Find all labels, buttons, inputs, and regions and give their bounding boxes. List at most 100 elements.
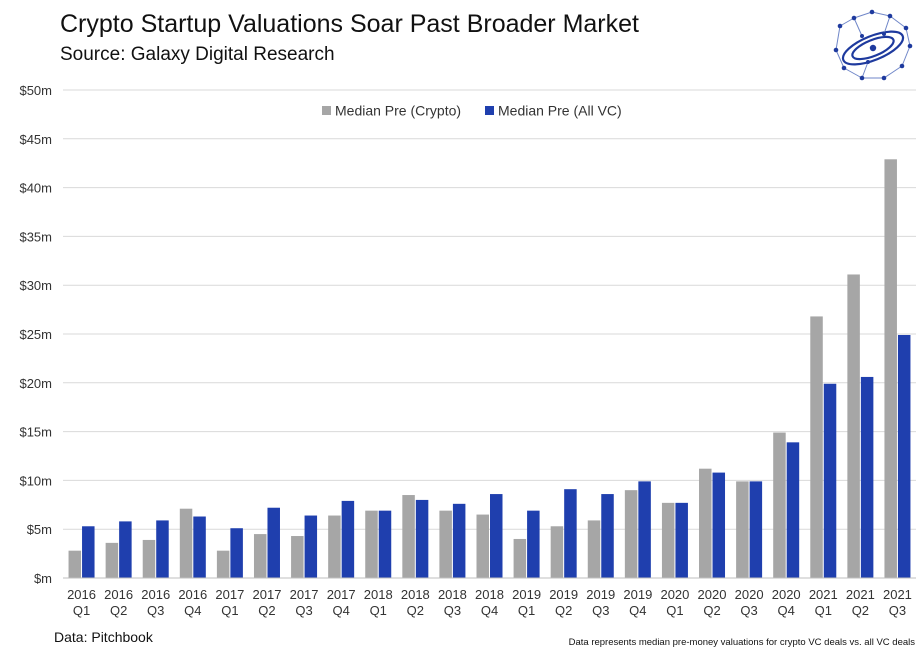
x-tick-label-quarter: Q4 bbox=[629, 603, 646, 618]
y-tick-label: $5m bbox=[27, 522, 52, 537]
y-tick-label: $40m bbox=[19, 181, 52, 196]
x-tick-label-quarter: Q4 bbox=[778, 603, 795, 618]
x-tick-label-year: 2020 bbox=[772, 587, 801, 602]
bar-crypto bbox=[847, 274, 860, 578]
x-tick-label-quarter: Q3 bbox=[740, 603, 757, 618]
y-tick-label: $20m bbox=[19, 376, 52, 391]
bar-crypto bbox=[810, 316, 823, 578]
bar-all-vc bbox=[341, 500, 355, 578]
x-tick-label-year: 2017 bbox=[215, 587, 244, 602]
x-tick-label-quarter: Q3 bbox=[295, 603, 312, 618]
bar-crypto bbox=[773, 432, 786, 578]
bar-all-vc bbox=[378, 510, 392, 578]
x-tick-label-year: 2016 bbox=[67, 587, 96, 602]
bar-all-vc bbox=[675, 502, 688, 578]
legend: Median Pre (Crypto) Median Pre (All VC) bbox=[322, 103, 622, 119]
x-tick-label-year: 2018 bbox=[364, 587, 393, 602]
y-tick-label: $15m bbox=[19, 425, 52, 440]
bar-crypto bbox=[736, 481, 749, 578]
bar-all-vc bbox=[527, 510, 540, 578]
y-tick-label: $25m bbox=[19, 327, 52, 342]
x-tick-label-quarter: Q1 bbox=[73, 603, 90, 618]
bar-all-vc bbox=[564, 489, 577, 578]
x-tick-label-year: 2020 bbox=[735, 587, 764, 602]
y-tick-label: $35m bbox=[19, 229, 52, 244]
bar-crypto bbox=[216, 550, 230, 578]
x-tick-label-year: 2018 bbox=[438, 587, 467, 602]
legend-swatch-all-vc bbox=[485, 106, 494, 115]
bar-crypto bbox=[179, 508, 193, 578]
x-tick-label-quarter: Q4 bbox=[332, 603, 349, 618]
bar-crypto bbox=[402, 495, 415, 578]
bar-all-vc bbox=[823, 383, 837, 578]
bar-crypto bbox=[291, 536, 304, 578]
chart-title: Crypto Startup Valuations Soar Past Broa… bbox=[60, 10, 639, 38]
x-tick-label-quarter: Q3 bbox=[592, 603, 609, 618]
bar-all-vc bbox=[304, 515, 318, 578]
x-tick-label-quarter: Q3 bbox=[889, 603, 906, 618]
y-axis-tick-labels: $m $5m $10m $15m $20m $25m $30m $35m $40m $45m $50… bbox=[19, 83, 52, 586]
bar-all-vc bbox=[230, 528, 243, 578]
x-tick-label-year: 2017 bbox=[253, 587, 282, 602]
bar-crypto bbox=[587, 520, 601, 578]
bar-all-vc bbox=[82, 526, 95, 578]
bar-all-vc bbox=[712, 472, 726, 578]
x-tick-label-year: 2019 bbox=[549, 587, 578, 602]
x-tick-label-quarter: Q1 bbox=[221, 603, 238, 618]
bar-all-vc bbox=[749, 481, 763, 578]
bar-crypto bbox=[105, 542, 119, 578]
bar-all-vc bbox=[638, 481, 651, 578]
x-tick-label-quarter: Q1 bbox=[666, 603, 683, 618]
x-tick-label-year: 2021 bbox=[809, 587, 838, 602]
bar-crypto bbox=[142, 539, 156, 578]
legend-label-all-vc: Median Pre (All VC) bbox=[498, 103, 622, 119]
bar-all-vc bbox=[452, 503, 466, 578]
bar-all-vc bbox=[267, 507, 280, 578]
chart-subtitle: Source: Galaxy Digital Research bbox=[60, 44, 335, 65]
y-tick-label: $30m bbox=[19, 278, 52, 293]
bar-all-vc bbox=[601, 494, 614, 578]
gridlines bbox=[63, 89, 916, 530]
bar-crypto bbox=[439, 510, 452, 578]
data-source-note: Data: Pitchbook bbox=[54, 629, 153, 645]
x-tick-label-quarter: Q4 bbox=[481, 603, 498, 618]
bar-all-vc bbox=[860, 376, 874, 578]
bar-crypto bbox=[328, 515, 341, 578]
x-tick-label-quarter: Q2 bbox=[555, 603, 572, 618]
y-tick-label: $50m bbox=[19, 83, 52, 98]
bar-all-vc bbox=[156, 520, 169, 578]
x-tick-label-quarter: Q1 bbox=[815, 603, 832, 618]
bar-crypto bbox=[884, 159, 897, 578]
bar-crypto bbox=[550, 526, 564, 578]
x-tick-label-quarter: Q2 bbox=[110, 603, 127, 618]
x-axis-tick-labels: 2016Q12016Q22016Q32016Q42017Q12017Q22017… bbox=[67, 587, 912, 618]
x-tick-label-quarter: Q3 bbox=[444, 603, 461, 618]
x-tick-label-year: 2020 bbox=[698, 587, 727, 602]
galaxy-logo-icon bbox=[833, 9, 913, 81]
bar-crypto bbox=[513, 538, 527, 578]
x-tick-label-quarter: Q1 bbox=[518, 603, 535, 618]
bar-crypto bbox=[661, 502, 675, 578]
x-tick-label-quarter: Q1 bbox=[370, 603, 387, 618]
bar-crypto bbox=[253, 534, 267, 578]
x-tick-label-year: 2016 bbox=[178, 587, 207, 602]
x-tick-label-quarter: Q3 bbox=[147, 603, 164, 618]
legend-swatch-crypto bbox=[322, 106, 331, 115]
bar-all-vc bbox=[786, 442, 800, 578]
bar-all-vc bbox=[490, 494, 503, 578]
bar-all-vc bbox=[119, 521, 132, 578]
x-tick-label-quarter: Q2 bbox=[258, 603, 275, 618]
x-tick-label-quarter: Q4 bbox=[184, 603, 201, 618]
y-tick-label: $m bbox=[34, 571, 52, 586]
x-tick-label-year: 2019 bbox=[586, 587, 615, 602]
y-tick-label: $10m bbox=[19, 473, 52, 488]
x-tick-label-year: 2018 bbox=[401, 587, 430, 602]
x-tick-label-year: 2017 bbox=[327, 587, 356, 602]
x-tick-label-year: 2018 bbox=[475, 587, 504, 602]
bar-all-vc bbox=[415, 499, 429, 578]
bar-crypto bbox=[68, 550, 82, 578]
x-tick-label-year: 2020 bbox=[660, 587, 689, 602]
x-tick-label-year: 2021 bbox=[883, 587, 912, 602]
bar-crypto bbox=[699, 468, 712, 578]
